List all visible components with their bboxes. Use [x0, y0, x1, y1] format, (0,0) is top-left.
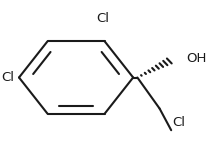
Text: Cl: Cl — [172, 116, 185, 129]
Text: Cl: Cl — [1, 71, 14, 84]
Text: OH: OH — [186, 52, 206, 65]
Text: Cl: Cl — [96, 12, 109, 25]
